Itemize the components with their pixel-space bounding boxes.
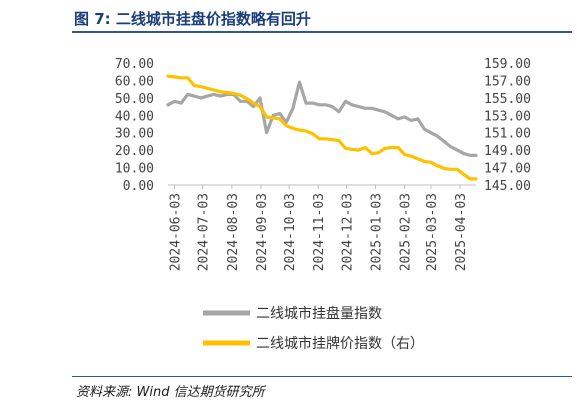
left-axis-tick-label: 60.00 bbox=[115, 74, 154, 89]
x-axis-tick-label: 2024-07-03 bbox=[197, 193, 212, 271]
legend-label: 二线城市挂牌价指数（右） bbox=[256, 335, 424, 352]
left-axis-tick-label: 30.00 bbox=[115, 127, 154, 142]
right-axis-tick-label: 159.00 bbox=[484, 57, 531, 72]
x-axis-tick-label: 2024-11-03 bbox=[312, 193, 327, 271]
x-axis-tick-label: 2024-09-03 bbox=[255, 193, 270, 271]
right-axis-tick-label: 145.00 bbox=[484, 179, 531, 194]
x-axis-tick-label: 2025-04-03 bbox=[454, 193, 469, 271]
chart-title: 图 7: 二线城市挂盘价指数略有回升 bbox=[74, 10, 311, 28]
source-rule bbox=[72, 376, 572, 377]
title-rule bbox=[72, 31, 572, 33]
left-axis-tick-label: 40.00 bbox=[115, 109, 154, 124]
x-axis-tick-label: 2025-01-03 bbox=[370, 193, 385, 271]
x-axis-tick-label: 2025-02-03 bbox=[399, 193, 414, 271]
listing-volume-index-line bbox=[166, 80, 478, 157]
listing-price-index-line bbox=[166, 74, 478, 181]
right-axis-tick-label: 153.00 bbox=[484, 109, 531, 124]
right-axis-tick-label: 157.00 bbox=[484, 74, 531, 89]
left-axis-tick-label: 0.00 bbox=[123, 179, 154, 194]
left-axis-tick-label: 70.00 bbox=[115, 57, 154, 72]
x-axis-tick-label: 2024-08-03 bbox=[226, 193, 241, 271]
x-axis-tick-label: 2024-06-03 bbox=[169, 193, 184, 271]
right-axis-tick-label: 155.00 bbox=[484, 92, 531, 107]
x-axis-tick-label: 2024-12-03 bbox=[340, 193, 355, 271]
left-axis-tick-label: 20.00 bbox=[115, 144, 154, 159]
source-note: 资料来源: Wind 信达期货研究所 bbox=[76, 385, 265, 400]
left-axis-tick-label: 10.00 bbox=[115, 162, 154, 177]
right-axis-tick-label: 147.00 bbox=[484, 162, 531, 177]
x-axis-tick-label: 2025-03-03 bbox=[425, 193, 440, 271]
x-axis-tick-label: 2024-10-03 bbox=[283, 193, 298, 271]
right-axis-tick-label: 151.00 bbox=[484, 127, 531, 142]
legend-label: 二线城市挂盘量指数 bbox=[256, 305, 382, 322]
right-axis-tick-label: 149.00 bbox=[484, 144, 531, 159]
dual-axis-line-chart: 0.00 10.00 20.00 30.00 40.00 50.00 60.00 70.00 1… bbox=[115, 57, 531, 352]
left-axis-tick-label: 50.00 bbox=[115, 92, 154, 107]
